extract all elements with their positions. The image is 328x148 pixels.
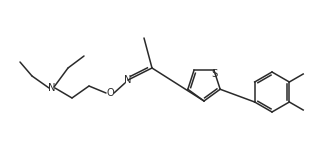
Text: O: O xyxy=(106,88,114,98)
Text: S: S xyxy=(212,69,218,79)
Text: N: N xyxy=(124,75,132,85)
Text: N: N xyxy=(48,83,56,93)
